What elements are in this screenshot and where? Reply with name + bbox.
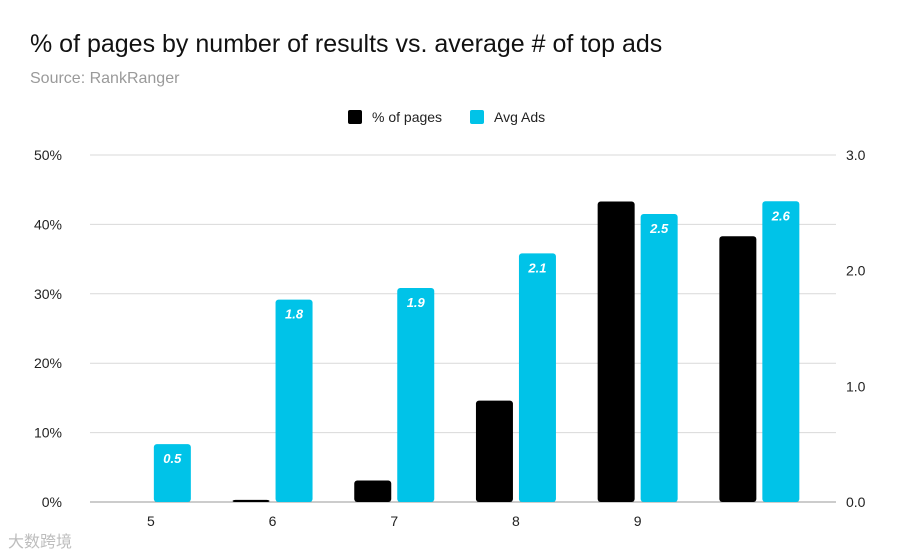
- avg-ads-data-label: 1.8: [285, 307, 304, 322]
- legend-label-pages: % of pages: [372, 109, 442, 125]
- pages-bar: [475, 400, 513, 502]
- x-tick-label: 7: [390, 513, 398, 529]
- x-tick-label: 6: [269, 513, 277, 529]
- avg-ads-data-label: 2.6: [771, 208, 791, 223]
- pages-bar: [232, 499, 270, 502]
- left-tick-label: 10%: [34, 425, 62, 441]
- pages-bar: [719, 236, 757, 502]
- right-tick-label: 1.0: [846, 378, 866, 394]
- bars: 0.5 1.8 1.9 2.1 2.5 2.6: [153, 201, 800, 503]
- legend-swatch-avg-ads: [470, 110, 484, 124]
- right-axis-tick-labels: 0.0 1.0 2.0 3.0: [846, 147, 866, 510]
- avg-ads-bar: [640, 213, 678, 503]
- x-tick-label: 8: [512, 513, 520, 529]
- right-tick-label: 2.0: [846, 263, 866, 279]
- right-tick-label: 0.0: [846, 494, 866, 510]
- left-axis-tick-labels: 0% 10% 20% 30% 40% 50%: [34, 147, 62, 510]
- avg-ads-data-label: 2.1: [527, 260, 546, 275]
- pages-bar: [597, 201, 635, 503]
- avg-ads-data-label: 0.5: [163, 451, 182, 466]
- left-tick-label: 50%: [34, 147, 62, 163]
- legend: % of pages Avg Ads: [348, 109, 545, 125]
- avg-ads-bar: [762, 201, 800, 502]
- avg-ads-bar: [397, 288, 435, 502]
- legend-label-avg-ads: Avg Ads: [494, 109, 545, 125]
- avg-ads-bar: [275, 299, 313, 502]
- avg-ads-bar: [518, 253, 556, 502]
- x-tick-label: 9: [634, 513, 642, 529]
- gridlines: [90, 154, 836, 503]
- left-tick-label: 30%: [34, 286, 62, 302]
- x-tick-label: 5: [147, 513, 155, 529]
- avg-ads-bar: [153, 444, 191, 502]
- pages-bar: [354, 480, 392, 502]
- legend-swatch-pages: [348, 110, 362, 124]
- chart-subtitle: Source: RankRanger: [30, 70, 180, 87]
- avg-ads-data-label: 2.5: [649, 221, 669, 236]
- right-tick-label: 3.0: [846, 147, 866, 163]
- x-axis-tick-labels: 5 6 7 8 9: [147, 513, 642, 529]
- left-tick-label: 0%: [42, 494, 62, 510]
- left-tick-label: 20%: [34, 355, 62, 371]
- chart-title: % of pages by number of results vs. aver…: [30, 30, 663, 58]
- avg-ads-data-label: 1.9: [407, 295, 426, 310]
- left-tick-label: 40%: [34, 216, 62, 232]
- watermark-logo: 大数跨境: [8, 534, 73, 551]
